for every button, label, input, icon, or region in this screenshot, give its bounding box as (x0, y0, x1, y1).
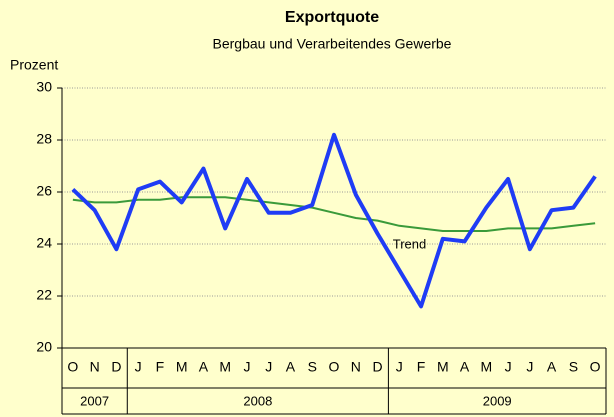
y-tick-label: 30 (36, 79, 52, 95)
x-tick-label: N (351, 359, 361, 375)
x-tick-label: J (396, 359, 403, 375)
y-axis-label: Prozent (10, 57, 58, 73)
x-tick-label: O (67, 359, 78, 375)
y-tick-label: 22 (36, 287, 52, 303)
chart-title: Exportquote (285, 9, 379, 26)
x-tick-label: J (135, 359, 142, 375)
x-tick-label: M (176, 359, 188, 375)
x-tick-label: A (547, 359, 557, 375)
x-tick-label: S (308, 359, 317, 375)
x-tick-label: O (590, 359, 601, 375)
x-tick-label: A (460, 359, 470, 375)
x-tick-label: J (265, 359, 272, 375)
y-tick-label: 20 (36, 339, 52, 355)
line-series (71, 132, 597, 309)
y-tick-label: 28 (36, 131, 52, 147)
y-tick-label: 26 (36, 183, 52, 199)
x-tick-label: A (199, 359, 209, 375)
series-label: Trend (393, 236, 426, 251)
x-tick-label: D (111, 359, 121, 375)
year-label: 2007 (80, 393, 109, 408)
y-tick-label: 24 (36, 235, 52, 251)
x-tick-label: M (219, 359, 231, 375)
x-tick-label: D (372, 359, 382, 375)
x-tick-label: N (90, 359, 100, 375)
x-tick-label: M (437, 359, 449, 375)
x-tick-label: F (417, 359, 426, 375)
year-label: 2009 (483, 393, 512, 408)
x-tick-label: S (569, 359, 578, 375)
year-label: 2008 (243, 393, 272, 408)
x-tick-label: J (505, 359, 512, 375)
x-tick-label: M (480, 359, 492, 375)
line-series (72, 196, 596, 232)
x-tick-label: A (286, 359, 296, 375)
x-tick-label: J (243, 359, 250, 375)
x-tick-label: O (329, 359, 340, 375)
x-tick-label: J (526, 359, 533, 375)
chart-subtitle: Bergbau und Verarbeitendes Gewerbe (213, 36, 452, 52)
x-tick-label: F (156, 359, 165, 375)
